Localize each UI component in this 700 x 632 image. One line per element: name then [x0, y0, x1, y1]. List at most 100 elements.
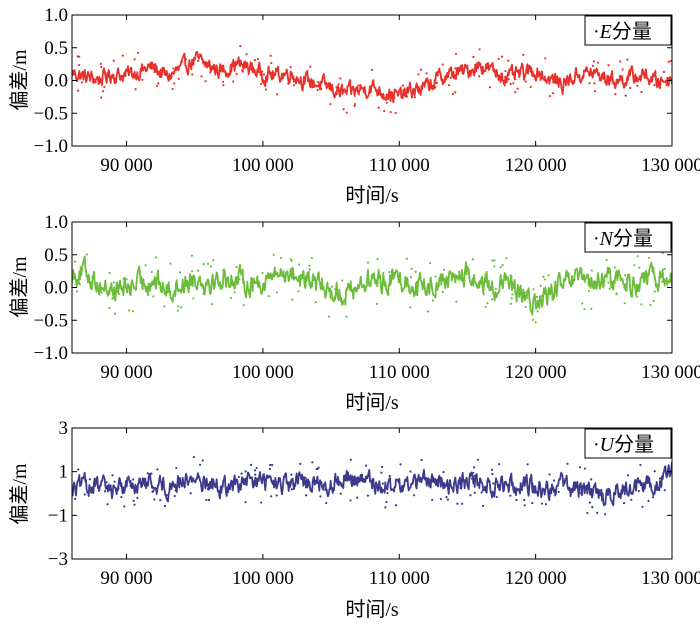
legend-box [584, 428, 672, 459]
x-tick-label: 90 000 [100, 362, 152, 383]
data-point [112, 281, 115, 284]
series-line-e [72, 51, 672, 104]
data-point [482, 293, 485, 296]
data-point [77, 89, 80, 92]
data-point [189, 492, 192, 495]
data-point [495, 70, 499, 74]
data-point [638, 266, 641, 269]
data-point [446, 498, 450, 501]
data-point [316, 88, 319, 91]
data-point [583, 467, 586, 470]
data-point [397, 275, 400, 278]
data-point [626, 278, 629, 281]
data-point [196, 269, 200, 272]
data-point [287, 82, 290, 85]
y-tick-label: −1.0 [34, 136, 68, 157]
data-point [289, 258, 292, 261]
data-point [271, 463, 274, 467]
data-point [289, 270, 292, 274]
data-point [500, 477, 503, 480]
data-point [146, 472, 149, 475]
data-point [177, 483, 180, 486]
data-point [221, 80, 225, 83]
data-point [344, 479, 347, 482]
data-point [153, 498, 156, 501]
data-point [78, 283, 81, 286]
data-point [491, 472, 494, 476]
legend-symbol: N [599, 228, 615, 250]
data-point [641, 505, 644, 508]
data-point [311, 461, 314, 464]
data-point [133, 58, 136, 61]
data-point [345, 315, 348, 318]
data-point [146, 63, 150, 66]
data-point [353, 104, 356, 107]
data-point [493, 265, 496, 268]
data-point [191, 270, 194, 273]
series-scatter-e [76, 45, 672, 115]
data-point [603, 513, 607, 516]
legend-label: ·N分量 [593, 227, 653, 250]
data-point [619, 60, 622, 63]
data-point [504, 69, 507, 73]
data-point [136, 496, 139, 500]
data-point [484, 486, 487, 489]
data-point [117, 486, 120, 490]
data-point [175, 466, 178, 470]
data-point [235, 265, 238, 269]
data-point [275, 291, 278, 294]
data-point [180, 60, 184, 63]
x-tick-label: 100 000 [232, 362, 294, 383]
data-point [591, 64, 595, 68]
data-point [535, 295, 538, 298]
data-point [308, 264, 311, 267]
data-point [494, 287, 497, 290]
data-point [591, 506, 594, 509]
data-point [637, 77, 640, 80]
data-point [83, 493, 86, 496]
data-point [539, 284, 542, 287]
data-point [509, 82, 512, 86]
data-point [647, 499, 650, 502]
data-point [640, 91, 643, 94]
data-point [566, 462, 569, 465]
x-tick-label: 90 000 [100, 155, 152, 176]
data-point [522, 53, 525, 56]
data-point [484, 273, 487, 277]
data-point [590, 307, 593, 310]
data-point [168, 75, 171, 78]
data-point [652, 299, 655, 303]
data-point [628, 278, 631, 281]
data-point [380, 94, 383, 97]
data-point [241, 69, 244, 72]
data-point [257, 70, 260, 74]
data-point [500, 72, 503, 75]
data-point [434, 275, 437, 278]
data-point [111, 297, 114, 300]
data-point [234, 277, 237, 280]
data-point [153, 70, 156, 74]
data-point [509, 494, 512, 497]
data-point [327, 315, 330, 318]
data-point [309, 65, 312, 68]
data-point [553, 479, 556, 482]
data-point [579, 492, 583, 495]
data-point [613, 266, 616, 269]
data-point [431, 498, 434, 502]
series-scatter-u [74, 455, 666, 516]
data-point [543, 278, 547, 281]
x-tick-label: 110 000 [369, 568, 430, 589]
data-point [471, 258, 474, 261]
data-point [319, 495, 322, 498]
data-point [472, 55, 475, 59]
data-point [410, 286, 413, 289]
data-point [270, 61, 273, 65]
legend-symbol: E [599, 21, 612, 43]
data-point [176, 309, 179, 312]
data-point [304, 476, 307, 479]
data-point [621, 68, 624, 71]
data-point [349, 499, 352, 502]
data-point [389, 274, 392, 278]
legend-suffix: 分量 [614, 433, 654, 456]
data-point [459, 487, 462, 490]
